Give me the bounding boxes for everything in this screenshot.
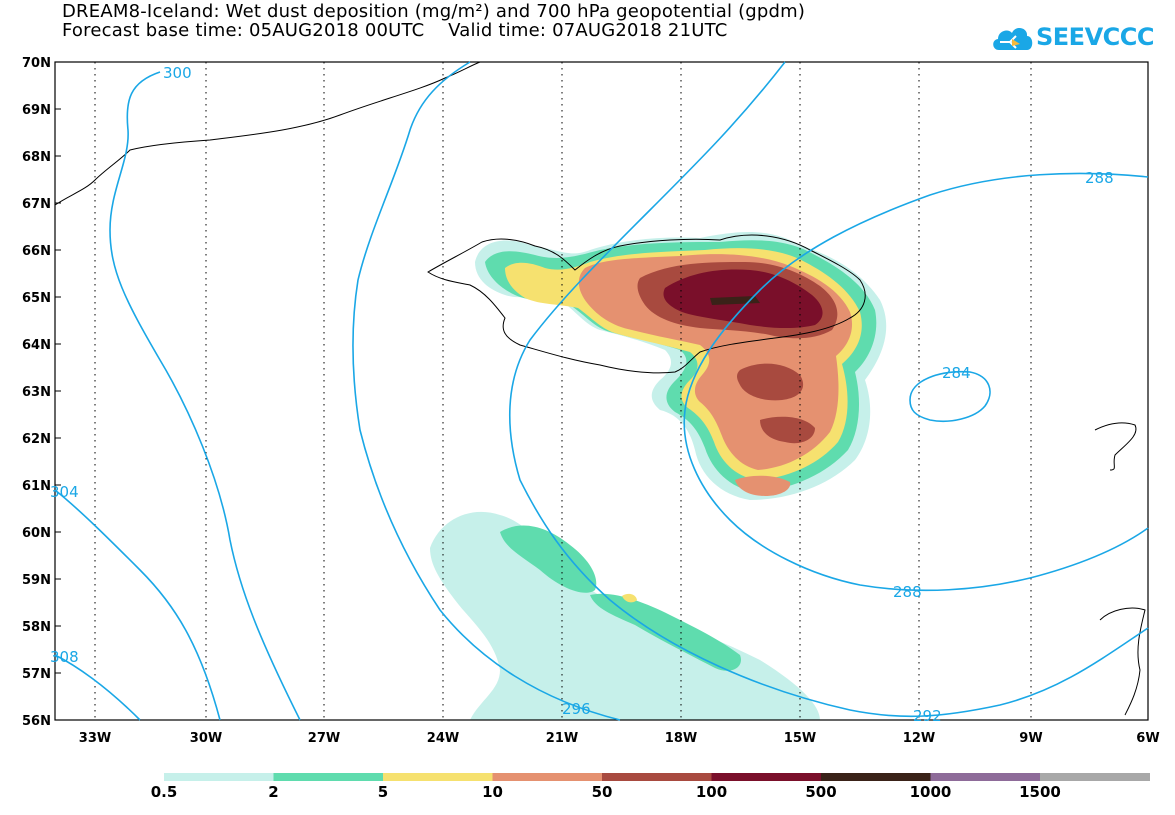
longitude-label: 18W — [665, 731, 697, 746]
colorbar-swatch — [164, 773, 274, 781]
geopotential-contours — [54, 61, 1149, 721]
latitude-label: 65N — [22, 291, 51, 306]
longitude-label: 27W — [308, 731, 340, 746]
colorbar-label: 1000 — [909, 783, 952, 801]
colorbar-swatch — [492, 773, 603, 781]
colorbar-label: 100 — [695, 783, 728, 801]
seevccc-logo: SEEVCCC — [990, 14, 1155, 60]
latitude-label: 64N — [22, 338, 51, 353]
latitude-label: 67N — [22, 197, 51, 212]
longitude-label: 12W — [903, 731, 935, 746]
contour-label: 300 — [163, 64, 192, 82]
longitude-labels: 33W 30W 27W 24W 21W 18W 15W 12W 9W 6W — [79, 731, 1160, 746]
colorbar-label: 1500 — [1019, 783, 1061, 801]
colorbar-swatch — [930, 773, 1041, 781]
colorbar-label: 5 — [377, 783, 389, 801]
longitude-label: 24W — [427, 731, 459, 746]
contour-label: 308 — [50, 648, 79, 666]
latitude-label: 59N — [22, 573, 51, 588]
contour-label: 296 — [562, 700, 591, 718]
colorbar-swatch — [821, 773, 931, 781]
contour-label: 284 — [942, 364, 971, 382]
colorbar-swatch — [1040, 773, 1150, 781]
latitude-label: 63N — [22, 385, 51, 400]
coastlines — [54, 61, 1146, 716]
map-subtitle: Forecast base time: 05AUG2018 00UTC Vali… — [62, 20, 728, 41]
contour-label: 304 — [50, 483, 79, 501]
colorbar — [164, 773, 1150, 781]
longitude-label: 21W — [546, 731, 578, 746]
longitude-label: 30W — [190, 731, 222, 746]
latitude-label: 66N — [22, 244, 51, 259]
latitude-label: 69N — [22, 103, 51, 118]
latitude-label: 56N — [22, 714, 51, 729]
colorbar-label: 50 — [591, 783, 613, 801]
longitude-label: 15W — [784, 731, 816, 746]
latitude-label: 62N — [22, 432, 51, 447]
colorbar-swatch — [602, 773, 712, 781]
longitude-label: 6W — [1136, 731, 1159, 746]
latitude-labels: 70N 69N 68N 67N 66N 65N 64N 63N 62N 61N 60N 59N 58N 5… — [22, 56, 51, 729]
latitude-label: 70N — [22, 56, 51, 71]
graticule — [55, 62, 1032, 720]
latitude-label: 57N — [22, 667, 51, 682]
map-title: DREAM8-Iceland: Wet dust deposition (mg/… — [62, 1, 806, 22]
latitude-label: 60N — [22, 526, 51, 541]
colorbar-swatch — [383, 773, 493, 781]
latitude-label: 68N — [22, 150, 51, 165]
colorbar-swatch — [711, 773, 822, 781]
contour-labels: 300 288 284 288 292 296 304 308 — [50, 64, 1114, 725]
contour-label: 292 — [913, 707, 942, 725]
contour-label: 288 — [1085, 169, 1114, 187]
colorbar-label: 0.5 — [150, 783, 178, 801]
colorbar-swatch — [273, 773, 384, 781]
colorbar-label: 500 — [805, 783, 837, 801]
logo-text: SEEVCCC — [1036, 23, 1155, 51]
latitude-label: 58N — [22, 620, 51, 635]
dust-deposition-field — [430, 232, 887, 720]
colorbar-label: 2 — [268, 783, 279, 801]
cloud-logo-icon — [993, 27, 1033, 50]
longitude-label: 9W — [1019, 731, 1042, 746]
colorbar-label: 10 — [482, 783, 503, 801]
longitude-label: 33W — [79, 731, 111, 746]
contour-label: 288 — [893, 583, 922, 601]
latitude-label: 61N — [22, 479, 51, 494]
